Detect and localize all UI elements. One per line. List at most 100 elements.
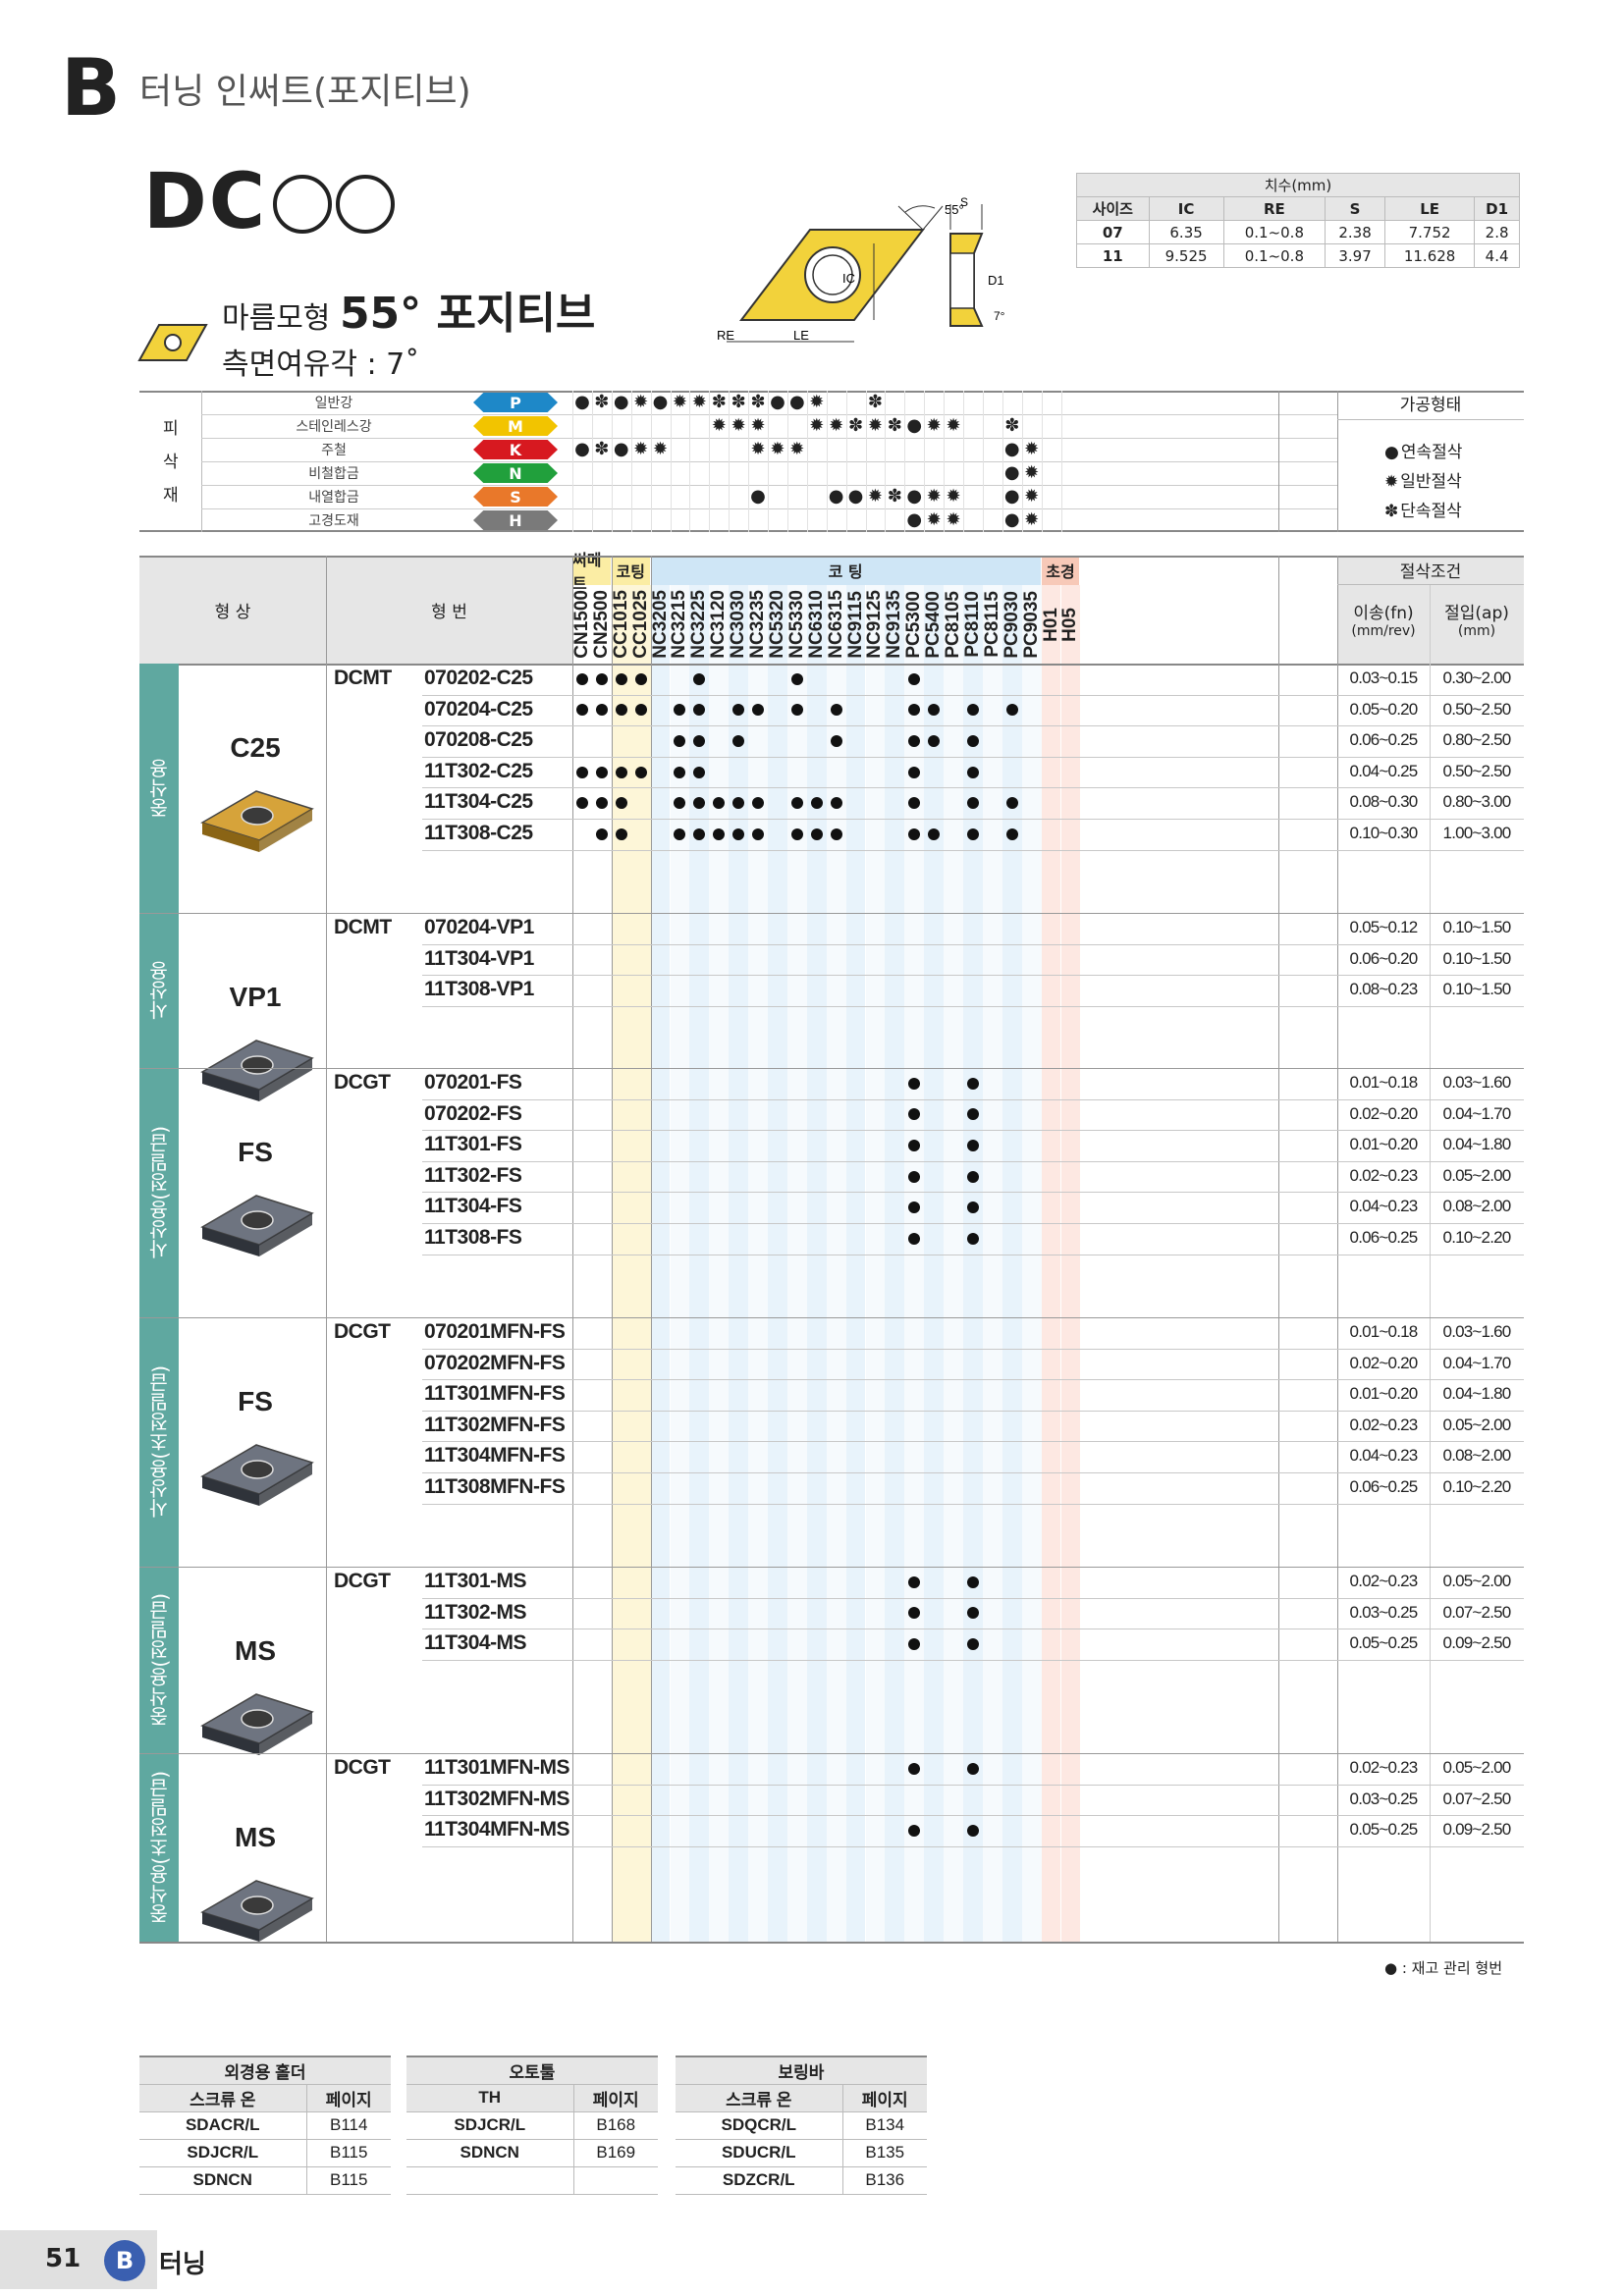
feed-value: 0.02~0.20 [1349, 1353, 1419, 1372]
page-number: 51 [45, 2244, 81, 2273]
holder-title-row: 외경용 홀더 [139, 2056, 391, 2085]
stock-dot [752, 797, 765, 810]
legend-item: ✽ 단속절삭 [1384, 497, 1462, 521]
holder-page: B114 [305, 2111, 391, 2140]
depth-value: 0.03~1.60 [1442, 1322, 1512, 1341]
material-symbol: ✹ [1024, 462, 1040, 483]
holder-title-row: 오토툴 [406, 2056, 658, 2085]
holder-page: B136 [841, 2166, 927, 2195]
grid-line [865, 391, 867, 532]
shape-group-text: 사상용(정밀급) [147, 1126, 172, 1259]
stock-dot [732, 704, 745, 717]
holder-col-header: 스크류 온 [676, 2084, 842, 2112]
stock-dot [908, 797, 921, 810]
feed-value: 0.01~0.20 [1349, 1384, 1419, 1404]
depth-value: 0.10~2.20 [1442, 1477, 1512, 1496]
stock-dot [634, 704, 647, 717]
row-divider [422, 1130, 1524, 1132]
stock-dot [908, 766, 921, 778]
part-number: 11T308-FS [424, 1226, 522, 1249]
angle-label: 55° [945, 202, 964, 217]
row-divider [422, 1503, 1524, 1505]
gray-insert-icon [200, 1195, 314, 1256]
depth-label: 절입(ap) [1444, 604, 1509, 623]
grid-line [1041, 391, 1043, 532]
holder-col-header: 스크류 온 [139, 2084, 306, 2112]
stock-dot [908, 704, 921, 717]
column-stripe [1060, 585, 1081, 1942]
holder-type: SDNCN [406, 2139, 573, 2167]
material-symbol: ✹ [691, 392, 707, 412]
stock-dot [693, 704, 706, 717]
depth-value: 0.04~1.70 [1442, 1103, 1512, 1123]
legend-box [1337, 391, 1524, 532]
stock-dot [966, 735, 979, 747]
stock-dot [908, 672, 921, 685]
holder-row: SDNCN B169 [406, 2139, 658, 2167]
material-symbol: ● [906, 415, 923, 436]
grid-line [768, 391, 769, 532]
feed-value: 0.04~0.23 [1349, 1197, 1419, 1216]
stock-dot [790, 828, 803, 840]
column-stripe [729, 585, 749, 1942]
grade-name: PC8105 [943, 590, 964, 659]
grade-name: PC9035 [1020, 590, 1042, 659]
column-stripe [611, 585, 631, 1942]
grade-name-cell: CN2500 [591, 585, 612, 664]
material-symbol: ✹ [867, 415, 883, 436]
row-divider [422, 1098, 1524, 1100]
divider [139, 1068, 1524, 1069]
grid-line [845, 391, 847, 532]
material-symbol: ● [828, 486, 844, 507]
material-symbol: ✹ [926, 509, 942, 530]
header-bg [139, 556, 572, 664]
row-divider [422, 1192, 1524, 1194]
depth-value: 0.10~1.50 [1442, 918, 1512, 936]
feed-value: 0.02~0.23 [1349, 1165, 1419, 1185]
divider [139, 913, 1524, 914]
row-divider [422, 1348, 1524, 1350]
feed-value: 0.03~0.15 [1349, 668, 1419, 687]
material-symbol: ● [613, 392, 629, 412]
grade-name-cell: CN1500 [571, 585, 592, 664]
holder-header-row: TH 페이지 [406, 2084, 658, 2112]
stock-dot [575, 672, 588, 685]
material-symbol: ✹ [867, 486, 883, 507]
feed-value: 0.04~0.25 [1349, 761, 1419, 780]
feed-value: 0.05~0.25 [1349, 1820, 1419, 1840]
legend-symbol: ✹ [1384, 472, 1399, 492]
stock-dot [615, 828, 627, 840]
stock-dot [615, 766, 627, 778]
holder-title-row: 보링바 [676, 2056, 927, 2085]
le-label: LE [793, 328, 809, 343]
material-symbol: ✽ [847, 415, 864, 436]
column-stripe [689, 585, 710, 1942]
material-symbol: ● [613, 439, 629, 459]
stock-dot [713, 828, 726, 840]
stock-dot [615, 797, 627, 810]
grade-name-cell: NC3215 [669, 585, 689, 664]
shape-desc-angle: 55° 포지티브 [339, 289, 596, 339]
row-divider [422, 819, 1524, 820]
part-number: 11T308-C25 [424, 822, 533, 844]
legend-symbol: ✽ [1384, 502, 1399, 521]
dim-header: IC [1148, 196, 1224, 221]
shape-group-label: 사상용 [139, 913, 179, 1068]
holder-type: SDJCR/L [139, 2139, 306, 2167]
stock-dot [908, 1140, 921, 1151]
header-shape: 형 상 [214, 602, 251, 622]
stock-dot [908, 1108, 921, 1121]
depth-value: 0.03~1.60 [1442, 1073, 1512, 1092]
legend-label: 단속절삭 [1400, 502, 1462, 521]
grade-name: NC6310 [805, 590, 827, 659]
grid-line [944, 391, 946, 532]
material-symbol: ✹ [731, 415, 746, 436]
stock-dot [595, 704, 608, 717]
grid-line [885, 391, 887, 532]
column-stripe [924, 585, 945, 1942]
holder-page: B135 [841, 2139, 927, 2167]
grid-line [591, 391, 593, 532]
depth-value: 0.10~1.50 [1442, 948, 1512, 968]
holder-col-header: 페이지 [572, 2084, 658, 2112]
material-symbol: ✽ [750, 392, 766, 412]
